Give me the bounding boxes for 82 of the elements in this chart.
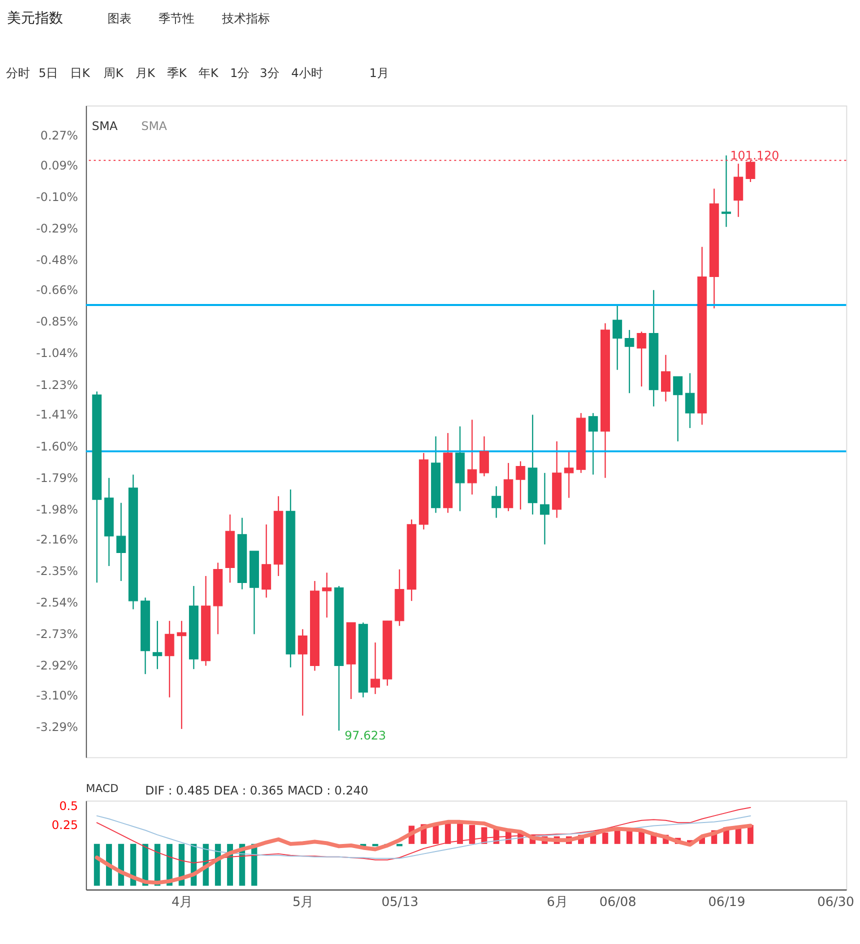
candlestick — [492, 486, 502, 518]
candlestick — [685, 372, 695, 429]
candlestick — [467, 419, 477, 496]
y-tick-label: -1.23% — [36, 378, 78, 392]
y-tick-label: -2.73% — [36, 627, 78, 642]
y-tick-label: -3.10% — [36, 688, 78, 703]
candlestick — [516, 460, 526, 510]
text: 5日 — [38, 66, 58, 80]
y-tick-label: 0.25 — [52, 818, 78, 832]
y-tick-label: -0.85% — [36, 314, 78, 329]
text: 月K — [135, 66, 156, 80]
candlestick — [540, 472, 550, 546]
text: 3分 — [260, 66, 280, 80]
x-tick-label: 06/19 — [708, 894, 746, 910]
x-tick-label: 6月 — [546, 894, 568, 910]
y-tick-label: 0.27% — [40, 128, 78, 142]
y-tick-label: -1.79% — [36, 470, 78, 485]
candlestick — [612, 304, 622, 370]
candlestick — [588, 412, 598, 476]
text: 图表 — [107, 12, 132, 26]
y-tick-label: -1.04% — [36, 346, 78, 360]
text: 1分 — [230, 66, 250, 80]
y-tick-label: -1.98% — [36, 502, 78, 516]
candlestick — [564, 450, 574, 498]
candlestick — [636, 331, 646, 388]
line-series — [96, 806, 751, 864]
candlestick — [734, 163, 744, 218]
line-series — [94, 820, 752, 885]
bar — [94, 844, 100, 886]
text: 周K — [104, 66, 124, 80]
text: MACD — [86, 782, 118, 795]
candlestick — [673, 376, 683, 442]
y-tick-label: -0.29% — [36, 222, 78, 236]
bar — [602, 832, 608, 844]
text: 日K — [70, 66, 90, 80]
text: DIF : 0.485 DEA : 0.365 MACD : 0.240 — [145, 784, 368, 798]
candlestick — [164, 620, 174, 698]
bar — [614, 830, 620, 844]
candlestick — [116, 502, 126, 582]
y-tick-label: 0.09% — [40, 158, 78, 172]
y-tick-label: -1.60% — [36, 439, 78, 454]
candlestick — [322, 572, 332, 618]
text: 季节性 — [158, 12, 195, 26]
y-tick-label: -3.29% — [36, 720, 78, 734]
y-tick-label: 0.5 — [59, 798, 78, 813]
y-tick-label: -2.54% — [36, 596, 78, 610]
candlestick — [176, 620, 186, 730]
text: 技术指标 — [220, 12, 270, 26]
bar — [481, 827, 488, 844]
x-tick-label: 05/13 — [381, 894, 418, 910]
y-tick-label: -2.92% — [36, 658, 78, 673]
y-tick-label: -0.10% — [36, 190, 78, 204]
text: 年K — [198, 66, 218, 80]
y-tick-label: -1.41% — [36, 408, 78, 422]
candlestick — [298, 628, 308, 716]
annotation: 101.120 — [730, 148, 780, 162]
annotation: SMA — [141, 119, 168, 134]
annotation: 97.623 — [344, 728, 386, 742]
y-tick-label: -0.66% — [36, 283, 78, 298]
candlestick — [152, 620, 162, 670]
x-tick-label: 06/30 — [817, 894, 854, 910]
line-series — [96, 815, 751, 859]
text: 季K — [166, 66, 187, 80]
text: 1月 — [369, 66, 389, 80]
candlestick — [624, 329, 634, 394]
candlestick — [661, 354, 670, 402]
text: 4小时 — [291, 66, 323, 80]
bar — [457, 823, 463, 844]
annotation: SMA — [92, 119, 118, 134]
y-tick-label: -2.35% — [36, 564, 78, 578]
candlestick — [370, 642, 380, 695]
text: 分时 — [6, 66, 30, 80]
bar — [469, 824, 476, 844]
chart-title: 美元指数 — [6, 10, 63, 27]
candlestick — [479, 436, 489, 477]
x-tick-label: 5月 — [292, 894, 314, 910]
x-tick-label: 06/08 — [599, 894, 636, 910]
y-tick-label: -2.16% — [36, 532, 78, 546]
candlestick — [722, 154, 731, 228]
x-tick-label: 4月 — [172, 894, 193, 910]
y-tick-label: -0.48% — [36, 253, 78, 268]
bar — [444, 823, 451, 844]
